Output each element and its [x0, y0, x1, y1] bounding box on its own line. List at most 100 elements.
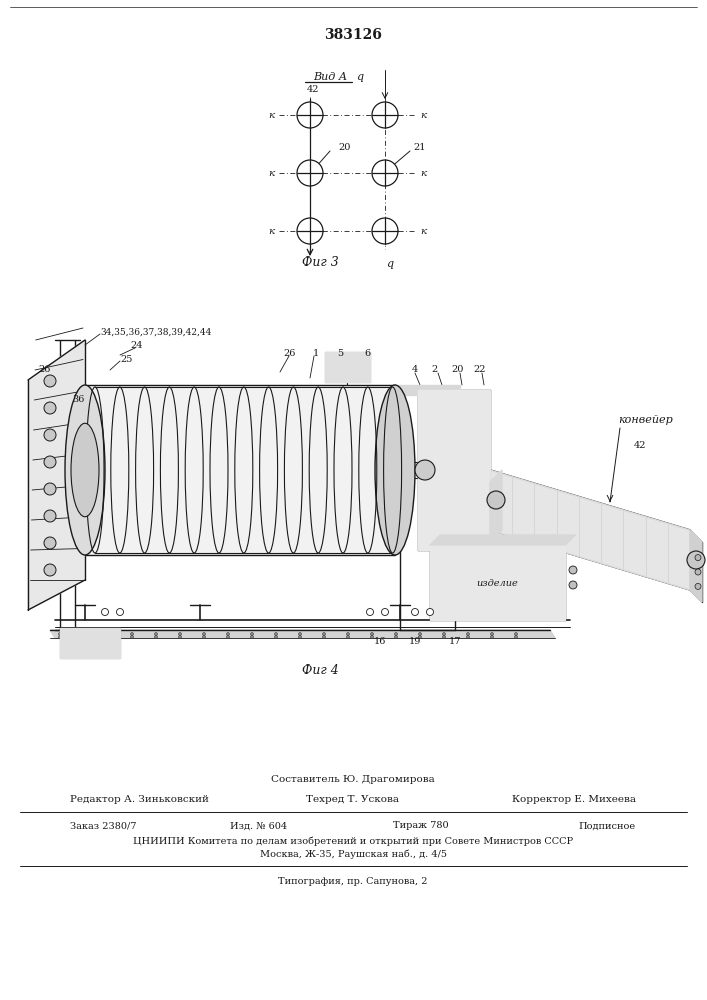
Ellipse shape [71, 423, 99, 517]
Circle shape [297, 218, 323, 244]
Polygon shape [430, 545, 565, 620]
Circle shape [695, 583, 701, 589]
Text: 17: 17 [449, 638, 461, 647]
Text: Заказ 2380/7: Заказ 2380/7 [70, 822, 136, 830]
Text: q: q [387, 259, 394, 269]
Text: Фиг 4: Фиг 4 [302, 664, 339, 676]
Text: Техред Т. Ускова: Техред Т. Ускова [307, 796, 399, 804]
Circle shape [443, 636, 445, 639]
Circle shape [487, 491, 505, 509]
Circle shape [59, 636, 62, 639]
Polygon shape [490, 470, 502, 542]
Circle shape [274, 633, 278, 636]
Text: 22: 22 [474, 365, 486, 374]
Circle shape [131, 636, 134, 639]
Circle shape [415, 460, 435, 480]
Circle shape [491, 636, 493, 639]
Text: 2: 2 [432, 365, 438, 374]
Text: 34,35,36,37,38,39,42,44: 34,35,36,37,38,39,42,44 [100, 328, 211, 336]
Text: 24: 24 [130, 342, 143, 351]
Polygon shape [430, 535, 575, 545]
Circle shape [372, 160, 398, 186]
Polygon shape [490, 470, 690, 590]
Circle shape [346, 636, 349, 639]
Circle shape [178, 636, 182, 639]
Circle shape [83, 636, 86, 639]
Text: 16: 16 [374, 638, 386, 647]
Ellipse shape [65, 385, 105, 555]
Circle shape [44, 456, 56, 468]
Text: 42: 42 [307, 86, 320, 95]
Polygon shape [418, 390, 490, 550]
Circle shape [443, 633, 445, 636]
Circle shape [372, 218, 398, 244]
Text: Корректор Е. Михеева: Корректор Е. Михеева [512, 796, 636, 804]
Text: Составитель Ю. Драгомирова: Составитель Ю. Драгомирова [271, 776, 435, 784]
Circle shape [59, 633, 62, 636]
Ellipse shape [375, 385, 415, 555]
Text: к: к [269, 168, 275, 178]
Circle shape [155, 633, 158, 636]
Text: 383126: 383126 [324, 28, 382, 42]
Text: Тираж 780: Тираж 780 [393, 822, 449, 830]
Circle shape [44, 375, 56, 387]
Text: к: к [420, 110, 426, 119]
Text: 42: 42 [633, 440, 646, 450]
Circle shape [419, 636, 421, 639]
Circle shape [695, 569, 701, 575]
Circle shape [44, 429, 56, 441]
Circle shape [298, 636, 301, 639]
Polygon shape [60, 628, 120, 658]
Text: Подписное: Подписное [579, 822, 636, 830]
Circle shape [467, 636, 469, 639]
Circle shape [695, 555, 701, 561]
Circle shape [569, 566, 577, 574]
Text: 5: 5 [337, 349, 343, 358]
Text: конвейер: конвейер [618, 415, 673, 425]
Text: 25: 25 [120, 355, 132, 363]
Circle shape [298, 633, 301, 636]
Polygon shape [690, 530, 702, 602]
Circle shape [226, 633, 230, 636]
Text: 36: 36 [72, 395, 84, 404]
Polygon shape [325, 352, 370, 382]
Circle shape [569, 581, 577, 589]
Circle shape [297, 102, 323, 128]
Circle shape [102, 608, 108, 615]
Text: Москва, Ж-35, Раушская наб., д. 4/5: Москва, Ж-35, Раушская наб., д. 4/5 [259, 849, 447, 859]
Text: 20: 20 [338, 143, 351, 152]
Text: Вид А: Вид А [313, 72, 347, 82]
Circle shape [370, 633, 373, 636]
Circle shape [426, 608, 433, 615]
Circle shape [107, 636, 110, 639]
Circle shape [395, 633, 397, 636]
Circle shape [44, 402, 56, 414]
Circle shape [44, 564, 56, 576]
Text: 20: 20 [452, 365, 464, 374]
Text: к: к [269, 110, 275, 119]
Circle shape [322, 636, 325, 639]
Circle shape [107, 633, 110, 636]
Text: q: q [356, 72, 363, 82]
Polygon shape [28, 340, 85, 610]
Circle shape [491, 633, 493, 636]
Circle shape [226, 636, 230, 639]
Circle shape [687, 551, 705, 569]
Circle shape [44, 510, 56, 522]
Text: к: к [420, 227, 426, 235]
Text: 21: 21 [413, 143, 426, 152]
Text: 26: 26 [284, 349, 296, 358]
Text: 6: 6 [364, 349, 370, 358]
Circle shape [117, 608, 124, 615]
Circle shape [370, 636, 373, 639]
Text: изделие: изделие [476, 578, 518, 587]
Circle shape [44, 483, 56, 495]
Circle shape [131, 633, 134, 636]
Circle shape [202, 636, 206, 639]
Text: Изд. № 604: Изд. № 604 [230, 822, 287, 830]
Circle shape [178, 633, 182, 636]
Circle shape [366, 608, 373, 615]
Circle shape [250, 636, 254, 639]
Circle shape [411, 608, 419, 615]
Text: ЦНИИПИ Комитета по делам изобретений и открытий при Совете Министров СССР: ЦНИИПИ Комитета по делам изобретений и о… [133, 836, 573, 846]
